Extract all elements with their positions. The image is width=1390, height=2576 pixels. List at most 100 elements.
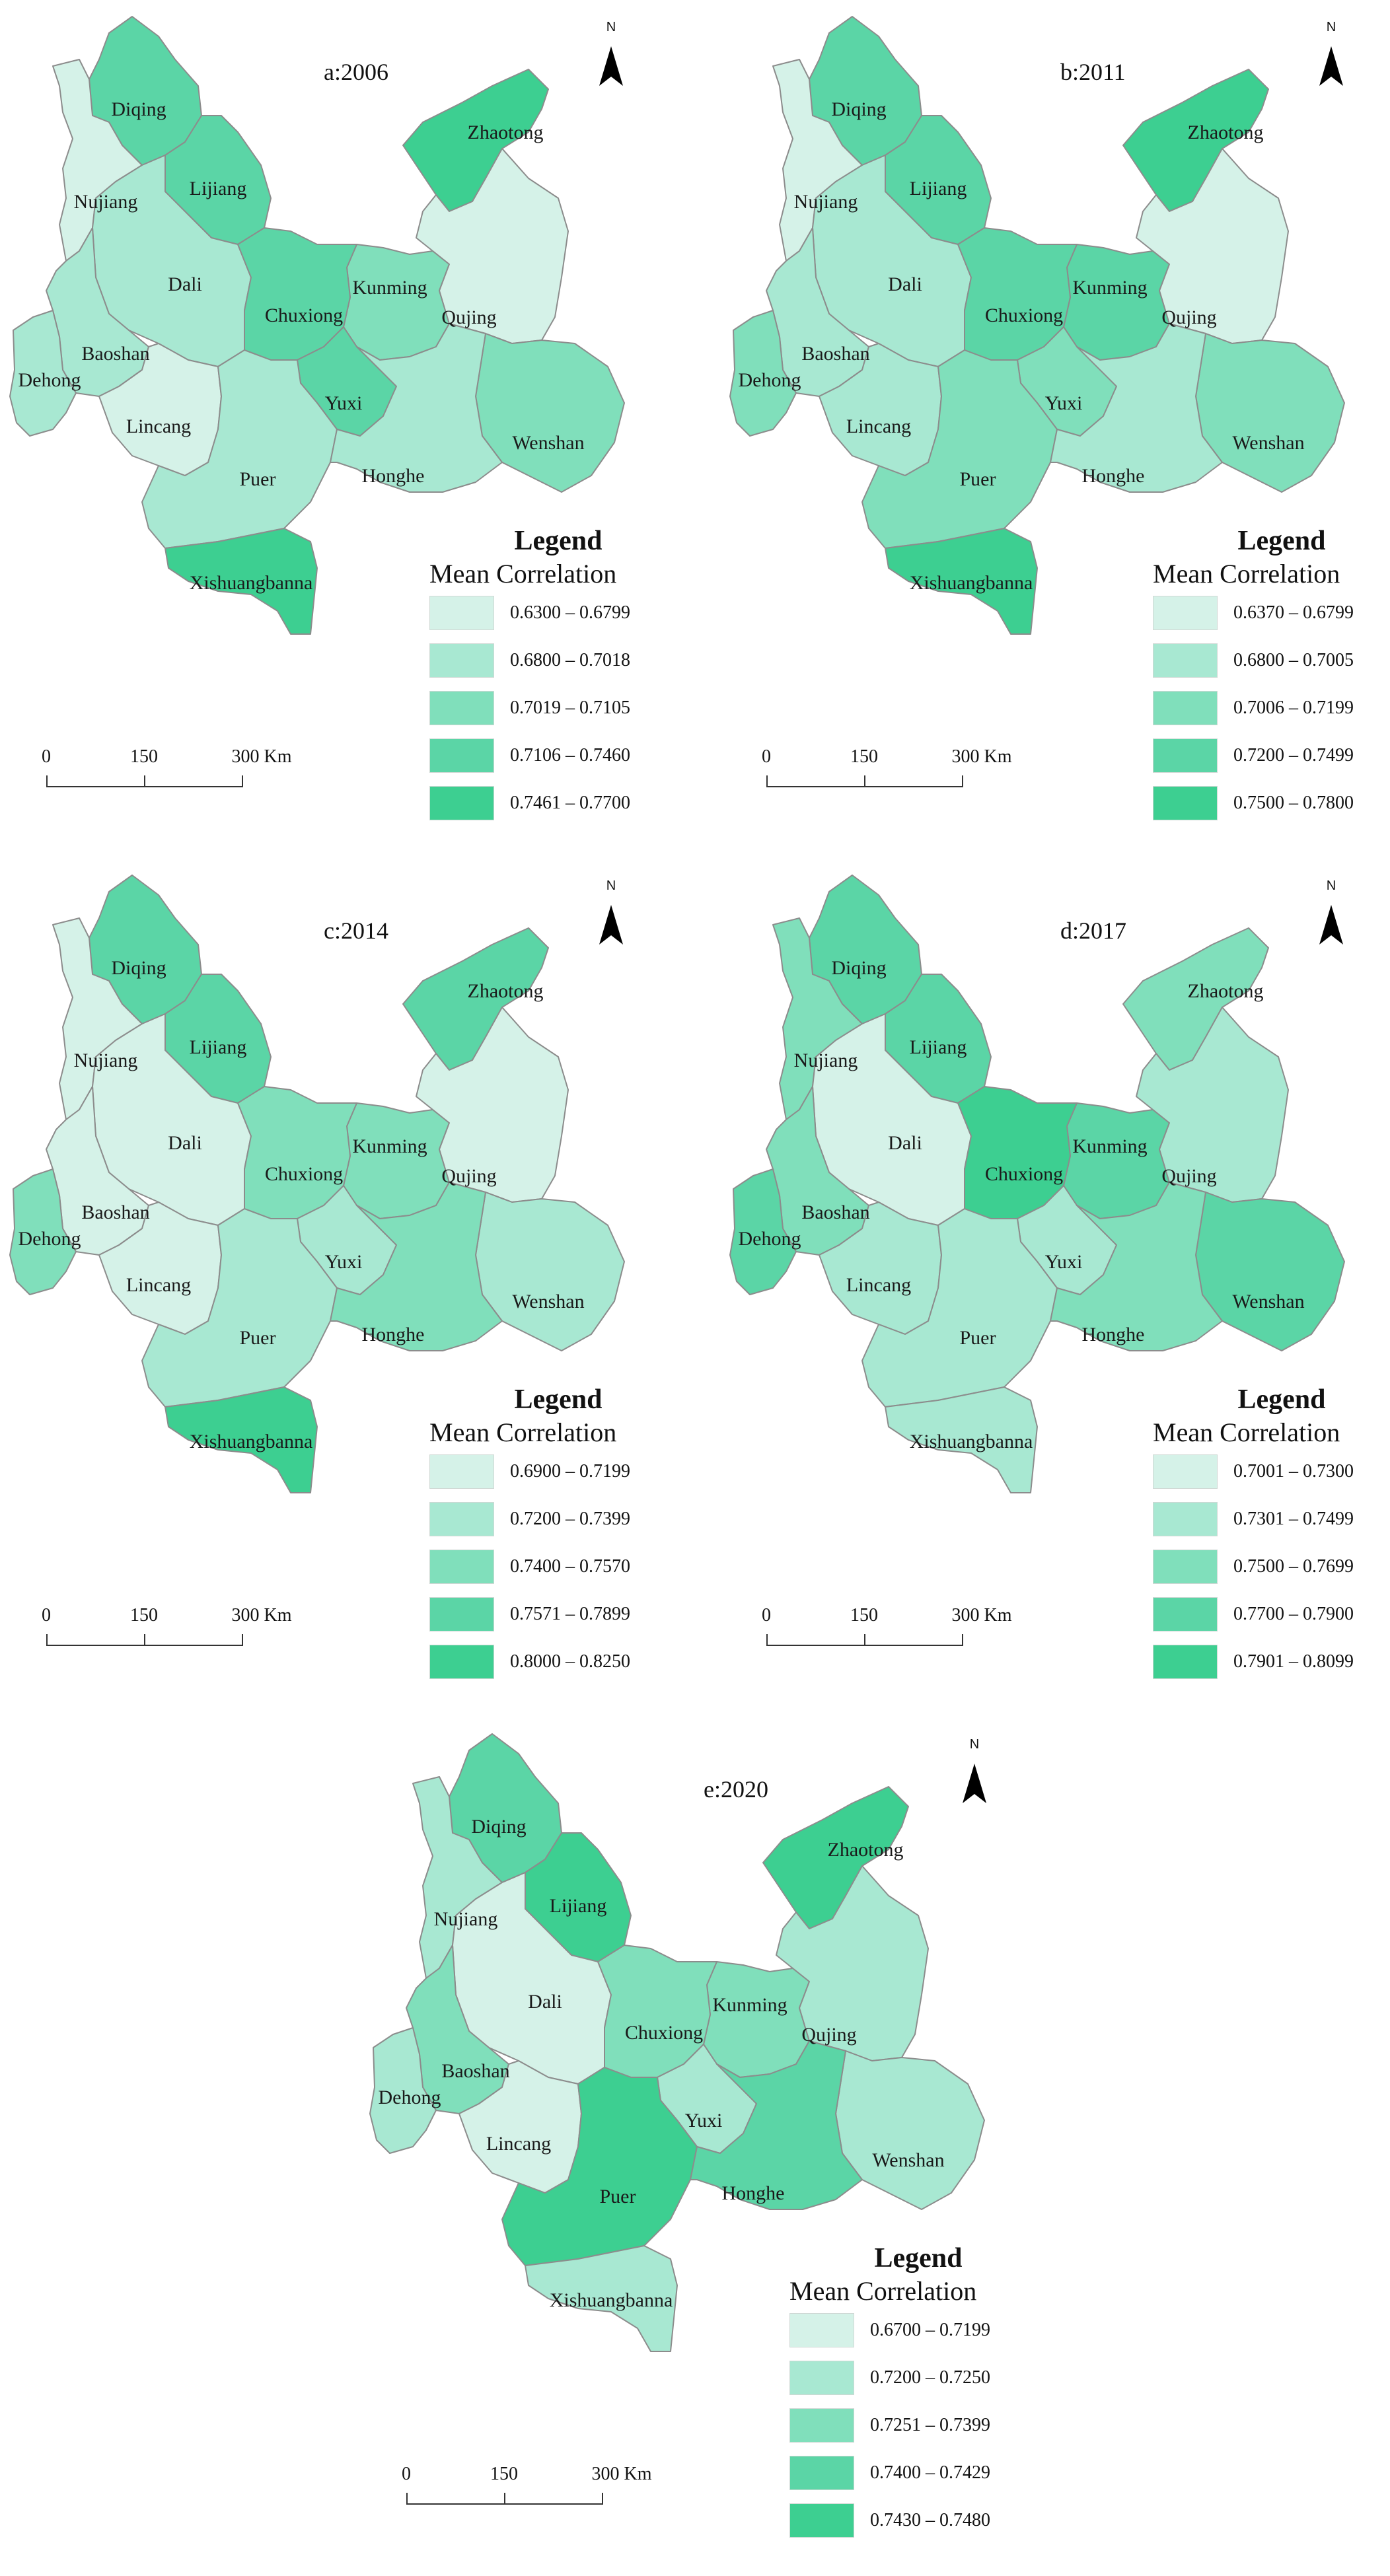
legend-item: 0.6700 – 0.7199 (789, 2307, 1067, 2354)
legend-item: 0.6370 – 0.6799 (1153, 589, 1390, 637)
region-label-zhaotong: Zhaotong (1188, 122, 1264, 143)
region-label-wenshan: Wenshan (1232, 1291, 1304, 1312)
legend-range-label: 0.6900 – 0.7199 (510, 1461, 630, 1482)
region-label-yuxi: Yuxi (325, 1251, 363, 1273)
scale-line (406, 2503, 602, 2505)
region-xishuangbanna (885, 1386, 1038, 1493)
legend: Legend Mean Correlation 0.6900 – 0.7199 0… (429, 1384, 707, 1686)
legend-item: 0.7251 – 0.7399 (789, 2402, 1067, 2449)
region-label-yuxi: Yuxi (325, 392, 363, 414)
scale-bar: 0 150 300 Km (762, 746, 1012, 799)
region-honghe (330, 1182, 503, 1351)
legend-swatch (429, 786, 494, 820)
scale-line (766, 1645, 962, 1646)
legend-rows: 0.6370 – 0.6799 0.6800 – 0.7005 0.7006 – 0… (1153, 589, 1390, 827)
region-label-dali: Dali (168, 1132, 202, 1154)
region-label-lincang: Lincang (846, 415, 911, 437)
legend-item: 0.7500 – 0.7699 (1153, 1543, 1390, 1591)
region-label-chuxiong: Chuxiong (265, 1163, 343, 1185)
region-label-puer: Puer (960, 468, 996, 490)
scale-tick-mark (962, 775, 963, 787)
region-kunming (343, 244, 450, 361)
scale-tick-mark (406, 2493, 408, 2505)
region-label-baoshan: Baoshan (81, 343, 149, 365)
legend-item: 0.6800 – 0.7005 (1153, 637, 1390, 684)
region-label-xishuangbanna: Xishuangbanna (190, 572, 313, 594)
scale-tick-mark (144, 1634, 145, 1646)
region-label-wenshan: Wenshan (512, 1291, 584, 1312)
scale-tick-label: 300 Km (951, 746, 1012, 767)
region-label-dali: Dali (168, 273, 202, 295)
region-label-honghe: Honghe (362, 465, 425, 487)
legend-range-label: 0.7461 – 0.7700 (510, 793, 630, 813)
legend-swatch (789, 2313, 854, 2347)
legend-item: 0.7400 – 0.7429 (789, 2449, 1067, 2497)
legend-range-label: 0.6370 – 0.6799 (1233, 602, 1354, 623)
legend-range-label: 0.7700 – 0.7900 (1233, 1604, 1354, 1624)
legend: Legend Mean Correlation 0.7001 – 0.7300 0… (1153, 1384, 1390, 1686)
legend: Legend Mean Correlation 0.6700 – 0.7199 0… (789, 2242, 1067, 2544)
legend-item: 0.7019 – 0.7105 (429, 684, 707, 732)
map-panel-2017: Diqing Nujiang Lijiang Zhaotong Dali Kunming C… (720, 859, 1390, 1717)
region-kunming (703, 1961, 810, 2078)
legend-rows: 0.6300 – 0.6799 0.6800 – 0.7018 0.7019 – 0… (429, 589, 707, 827)
map-panel-2020: Diqing Nujiang Lijiang Zhaotong Dali Kunming C… (360, 1717, 1055, 2576)
legend-subtitle: Mean Correlation (429, 1417, 617, 1447)
region-wenshan (1195, 1192, 1345, 1351)
region-label-lijiang: Lijiang (190, 178, 247, 199)
legend-item: 0.7200 – 0.7399 (429, 1495, 707, 1543)
region-label-nujiang: Nujiang (794, 191, 858, 213)
region-label-puer: Puer (240, 1327, 276, 1349)
region-label-honghe: Honghe (1082, 465, 1145, 487)
legend-range-label: 0.7001 – 0.7300 (1233, 1461, 1354, 1482)
legend-subtitle: Mean Correlation (1153, 559, 1340, 589)
region-label-dehong: Dehong (739, 1228, 801, 1250)
legend-subtitle: Mean Correlation (1153, 1417, 1340, 1447)
region-xishuangbanna (885, 528, 1038, 635)
region-label-zhaotong: Zhaotong (828, 1839, 904, 1861)
region-label-lijiang: Lijiang (910, 178, 967, 199)
region-label-lincang: Lincang (126, 415, 191, 437)
legend-title: Legend (1237, 1384, 1326, 1415)
scale-tick-mark (864, 775, 865, 787)
region-label-diqing: Diqing (111, 957, 166, 979)
region-label-yuxi: Yuxi (685, 2110, 723, 2131)
region-label-kunming: Kunming (712, 1994, 787, 2016)
region-xishuangbanna (165, 528, 318, 635)
legend-item: 0.7301 – 0.7499 (1153, 1495, 1390, 1543)
scale-tick-label: 300 Km (591, 2464, 652, 2484)
legend-item: 0.8000 – 0.8250 (429, 1638, 707, 1686)
legend-item: 0.7200 – 0.7499 (1153, 732, 1390, 779)
region-label-dehong: Dehong (379, 2087, 441, 2108)
region-label-wenshan: Wenshan (872, 2149, 944, 2171)
north-arrow-icon: N (1311, 878, 1351, 951)
region-label-diqing: Diqing (471, 1816, 526, 1838)
region-xishuangbanna (525, 2245, 678, 2352)
region-label-chuxiong: Chuxiong (985, 1163, 1063, 1185)
scale-tick-label: 300 Km (951, 1605, 1012, 1626)
scale-tick-mark (242, 1634, 243, 1646)
map-panel-2006: Diqing Nujiang Lijiang Zhaotong Dali Kunming C… (0, 0, 695, 859)
region-label-zhaotong: Zhaotong (468, 122, 544, 143)
region-kunming (1063, 1102, 1170, 1219)
legend-range-label: 0.7200 – 0.7250 (870, 2367, 990, 2388)
region-label-baoshan: Baoshan (801, 1201, 869, 1223)
region-label-diqing: Diqing (831, 98, 886, 120)
legend-rows: 0.6900 – 0.7199 0.7200 – 0.7399 0.7400 – 0… (429, 1448, 707, 1686)
scale-tick-mark (766, 775, 768, 787)
choropleth-map: Diqing Nujiang Lijiang Zhaotong Dali Kunming C… (369, 1733, 985, 2352)
legend-rows: 0.6700 – 0.7199 0.7200 – 0.7250 0.7251 – 0… (789, 2307, 1067, 2544)
legend-range-label: 0.7901 – 0.8099 (1233, 1651, 1354, 1672)
legend-rows: 0.7001 – 0.7300 0.7301 – 0.7499 0.7500 – 0… (1153, 1448, 1390, 1686)
region-label-lincang: Lincang (486, 2133, 551, 2155)
legend-title: Legend (1237, 526, 1326, 556)
region-label-xishuangbanna: Xishuangbanna (910, 572, 1033, 594)
legend-range-label: 0.7500 – 0.7800 (1233, 793, 1354, 813)
scale-tick-mark (602, 2493, 603, 2505)
scale-tick-label: 300 Km (231, 746, 292, 767)
region-qujing (416, 1007, 569, 1203)
region-label-dehong: Dehong (739, 369, 801, 391)
scale-tick-label: 150 (130, 1605, 158, 1626)
region-label-diqing: Diqing (831, 957, 886, 979)
legend-item: 0.7006 – 0.7199 (1153, 684, 1390, 732)
